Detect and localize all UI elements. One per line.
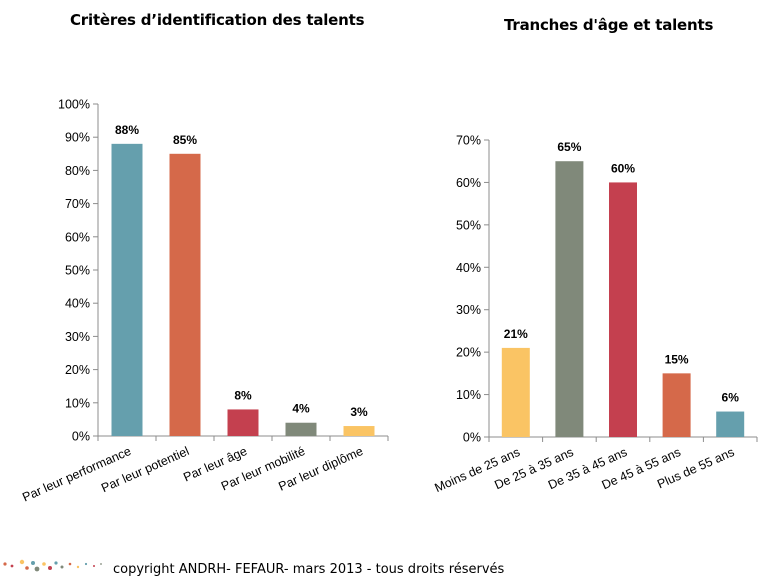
copyright-text: copyright ANDRH- FEFAUR- mars 2013 - tou… xyxy=(113,562,505,577)
right-y-tick-label: 10% xyxy=(456,388,481,402)
charts-canvas: 0%10%20%30%40%50%60%70%80%90%100%88%Par … xyxy=(20,98,758,505)
left-y-tick-label: 0% xyxy=(72,430,90,444)
left-y-tick-label: 80% xyxy=(65,164,90,178)
right-data-label: 15% xyxy=(665,352,689,366)
left-bar xyxy=(343,426,375,436)
right-bar xyxy=(609,182,637,437)
right-bar xyxy=(501,347,530,437)
left-y-tick-label: 20% xyxy=(65,363,90,377)
footer xyxy=(0,552,768,582)
left-data-label: 3% xyxy=(350,405,368,419)
left-y-tick-label: 60% xyxy=(65,230,90,244)
left-y-tick-label: 40% xyxy=(65,297,90,311)
left-bar xyxy=(111,143,143,436)
left-y-tick-label: 50% xyxy=(65,264,90,278)
right-data-label: 60% xyxy=(611,161,635,175)
right-data-label: 6% xyxy=(722,391,740,405)
left-y-tick-label: 30% xyxy=(65,330,90,344)
left-y-tick-label: 70% xyxy=(65,197,90,211)
right-y-tick-label: 60% xyxy=(456,176,481,190)
left-data-label: 8% xyxy=(234,388,252,402)
right-y-tick-label: 40% xyxy=(456,261,481,275)
left-data-label: 88% xyxy=(115,123,139,137)
chart-title-right: Tranches d'âge et talents xyxy=(504,16,714,34)
right-y-tick-label: 50% xyxy=(456,218,481,232)
right-data-label: 21% xyxy=(504,327,528,341)
right-bar xyxy=(662,373,691,437)
left-data-label: 85% xyxy=(173,133,197,147)
left-y-tick-label: 10% xyxy=(65,396,90,410)
right-bar xyxy=(555,161,584,437)
left-y-tick-label: 90% xyxy=(65,131,90,145)
logo-dots-icon xyxy=(3,559,102,572)
left-bar xyxy=(169,153,201,437)
chart-title-left: Critères d’identification des talents xyxy=(70,11,365,29)
right-y-tick-label: 0% xyxy=(463,431,481,445)
right-bar xyxy=(716,411,745,437)
left-data-label: 4% xyxy=(292,402,310,416)
right-y-tick-label: 30% xyxy=(456,303,481,317)
right-y-tick-label: 20% xyxy=(456,346,481,360)
right-y-tick-label: 70% xyxy=(456,134,481,148)
left-bar xyxy=(285,422,317,436)
right-data-label: 65% xyxy=(557,140,581,154)
left-y-tick-label: 100% xyxy=(58,98,90,112)
left-bar xyxy=(227,409,259,436)
